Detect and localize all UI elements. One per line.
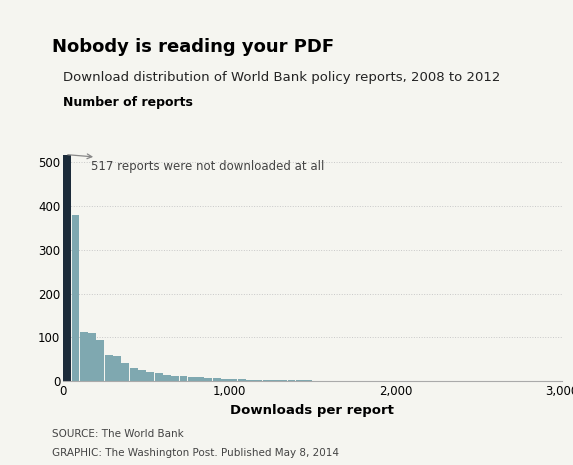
Bar — [229, 379, 237, 381]
Bar — [80, 332, 88, 381]
Bar — [163, 375, 171, 381]
Bar — [96, 340, 104, 381]
Bar — [171, 376, 179, 381]
Bar — [129, 368, 138, 381]
Bar — [188, 377, 196, 381]
Bar — [72, 215, 80, 381]
Bar — [238, 379, 246, 381]
Bar — [63, 154, 71, 381]
Bar — [155, 373, 163, 381]
Bar — [213, 378, 221, 381]
Text: Number of reports: Number of reports — [63, 96, 193, 109]
Bar — [138, 370, 146, 381]
Bar — [196, 378, 204, 381]
Bar — [262, 380, 270, 381]
Bar — [121, 363, 129, 381]
Text: GRAPHIC: The Washington Post. Published May 8, 2014: GRAPHIC: The Washington Post. Published … — [52, 448, 339, 458]
Text: Download distribution of World Bank policy reports, 2008 to 2012: Download distribution of World Bank poli… — [63, 71, 500, 84]
Bar — [205, 378, 213, 381]
Bar — [296, 380, 304, 381]
Bar — [246, 379, 254, 381]
Bar — [254, 379, 262, 381]
Text: 517 reports were not downloaded at all: 517 reports were not downloaded at all — [68, 154, 325, 173]
Bar — [221, 379, 229, 381]
Bar — [146, 372, 154, 381]
Bar — [304, 380, 312, 381]
Bar — [113, 356, 121, 381]
Bar — [288, 380, 296, 381]
Bar — [279, 380, 287, 381]
Text: SOURCE: The World Bank: SOURCE: The World Bank — [52, 429, 183, 439]
Bar — [88, 333, 96, 381]
X-axis label: Downloads per report: Downloads per report — [230, 404, 394, 417]
Text: Nobody is reading your PDF: Nobody is reading your PDF — [52, 38, 333, 56]
Bar — [179, 377, 187, 381]
Bar — [271, 380, 279, 381]
Bar — [105, 355, 113, 381]
